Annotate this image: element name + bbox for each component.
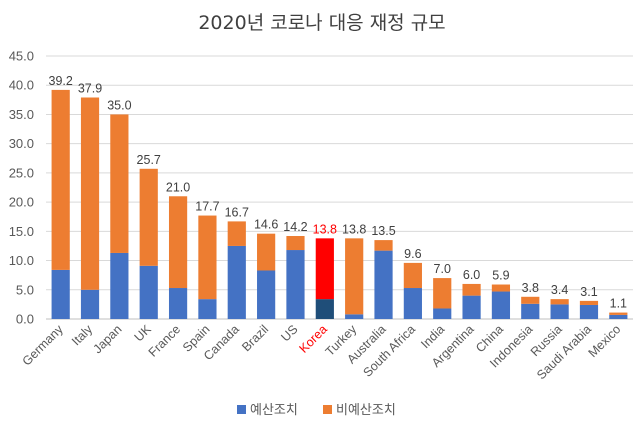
bar-spain-budget bbox=[198, 299, 217, 319]
total-label-mexico: 1.1 bbox=[610, 297, 627, 311]
total-label-japan: 35.0 bbox=[107, 98, 131, 112]
y-tick-label: 30.0 bbox=[9, 136, 34, 151]
total-label-brazil: 14.6 bbox=[254, 218, 278, 232]
bar-canada-non-budget bbox=[227, 221, 246, 246]
bar-turkey-non-budget bbox=[345, 238, 364, 315]
bar-saudi-arabia-non-budget bbox=[579, 300, 599, 305]
legend-swatch-non-budget bbox=[323, 405, 332, 414]
bar-india-non-budget bbox=[433, 278, 452, 309]
total-label-argentina: 6.0 bbox=[463, 268, 480, 282]
category-label-japan: Japan bbox=[91, 322, 125, 356]
total-label-uk: 25.7 bbox=[137, 153, 161, 167]
category-label-brazil: Brazil bbox=[239, 322, 271, 354]
bar-china-non-budget bbox=[491, 284, 511, 292]
bar-italy-budget bbox=[80, 289, 100, 319]
gridlines bbox=[46, 55, 633, 320]
bar-australia-non-budget bbox=[374, 240, 393, 251]
total-label-india: 7.0 bbox=[434, 262, 451, 276]
bar-russia-budget bbox=[550, 304, 569, 319]
total-labels: 39.2 37.9 35.0 25.7 21.0 17.7 16.7 14.6 14.2 13.8… bbox=[49, 74, 628, 311]
bar-uk-non-budget bbox=[139, 168, 158, 266]
bar-us-budget bbox=[286, 250, 305, 319]
legend-label-budget: 예산조치 bbox=[250, 403, 298, 418]
y-tick-label: 15.0 bbox=[9, 224, 34, 239]
y-tick-label: 40.0 bbox=[9, 78, 34, 93]
bar-mexico-budget bbox=[609, 314, 628, 319]
bar-indonesia-budget bbox=[521, 303, 540, 319]
bar-argentina-budget bbox=[462, 295, 481, 319]
total-label-indonesia: 3.8 bbox=[522, 281, 539, 295]
y-tick-label: 20.0 bbox=[9, 195, 34, 210]
total-label-canada: 16.7 bbox=[225, 205, 249, 219]
bar-germany-non-budget bbox=[51, 89, 70, 270]
bar-us-non-budget bbox=[286, 236, 305, 251]
y-tick-label: 5.0 bbox=[16, 282, 34, 297]
legend: 예산조치 비예산조치 bbox=[237, 403, 396, 418]
bar-mexico-non-budget bbox=[609, 312, 628, 315]
bar-argentina-non-budget bbox=[462, 283, 481, 296]
bar-south-africa-budget bbox=[403, 288, 422, 319]
category-label-germany: Germany bbox=[20, 322, 67, 369]
total-label-russia: 3.4 bbox=[551, 283, 568, 297]
bar-korea-budget bbox=[315, 299, 334, 319]
legend-swatch-budget bbox=[237, 405, 246, 414]
total-label-italy: 37.9 bbox=[78, 81, 102, 95]
bar-russia-non-budget bbox=[550, 299, 569, 305]
total-label-korea: 13.8 bbox=[313, 222, 337, 236]
bar-spain-non-budget bbox=[198, 215, 217, 300]
bar-china-budget bbox=[491, 291, 511, 319]
bar-brazil-budget bbox=[257, 270, 276, 319]
total-label-turkey: 13.8 bbox=[342, 222, 366, 236]
total-label-china: 5.9 bbox=[492, 269, 509, 283]
bar-france-budget bbox=[168, 288, 188, 319]
bar-brazil-non-budget bbox=[257, 233, 276, 271]
bar-japan-non-budget bbox=[110, 114, 129, 253]
bar-italy-non-budget bbox=[80, 97, 100, 290]
category-label-france: France bbox=[146, 322, 183, 359]
total-label-south-africa: 9.6 bbox=[404, 247, 421, 261]
y-tick-label: 25.0 bbox=[9, 165, 34, 180]
bars bbox=[51, 89, 628, 319]
legend-label-non-budget: 비예산조치 bbox=[336, 403, 396, 418]
y-tick-label: 0.0 bbox=[16, 312, 34, 327]
bar-germany-budget bbox=[51, 269, 70, 319]
total-label-saudi-arabia: 3.1 bbox=[580, 285, 597, 299]
y-tick-label: 35.0 bbox=[9, 107, 34, 122]
bar-south-africa-non-budget bbox=[403, 262, 422, 289]
bar-uk-budget bbox=[139, 265, 158, 319]
total-label-germany: 39.2 bbox=[49, 74, 73, 88]
y-tick-label: 45.0 bbox=[9, 49, 34, 64]
total-label-spain: 17.7 bbox=[195, 200, 219, 214]
bar-japan-budget bbox=[110, 252, 129, 319]
chart-title: 2020년 코로나 대응 재정 규모 bbox=[198, 12, 445, 34]
bar-indonesia-non-budget bbox=[521, 296, 540, 304]
total-label-us: 14.2 bbox=[283, 220, 307, 234]
bar-canada-budget bbox=[227, 245, 246, 319]
category-label-us: US bbox=[278, 322, 300, 344]
bar-korea-non-budget bbox=[315, 238, 334, 300]
y-axis-ticks: 0.0 5.0 10.0 15.0 20.0 25.0 30.0 35.0 40.0 45.0 bbox=[9, 49, 34, 327]
total-label-australia: 13.5 bbox=[371, 224, 395, 238]
category-label-mexico: Mexico bbox=[586, 322, 624, 360]
category-label-uk: UK bbox=[132, 322, 155, 345]
bar-france-non-budget bbox=[168, 196, 188, 289]
y-tick-label: 10.0 bbox=[9, 253, 34, 268]
bar-india-budget bbox=[433, 308, 452, 319]
bar-turkey-budget bbox=[345, 314, 364, 319]
bar-australia-budget bbox=[374, 250, 393, 319]
bar-saudi-arabia-budget bbox=[579, 304, 599, 319]
total-label-france: 21.0 bbox=[166, 180, 190, 194]
